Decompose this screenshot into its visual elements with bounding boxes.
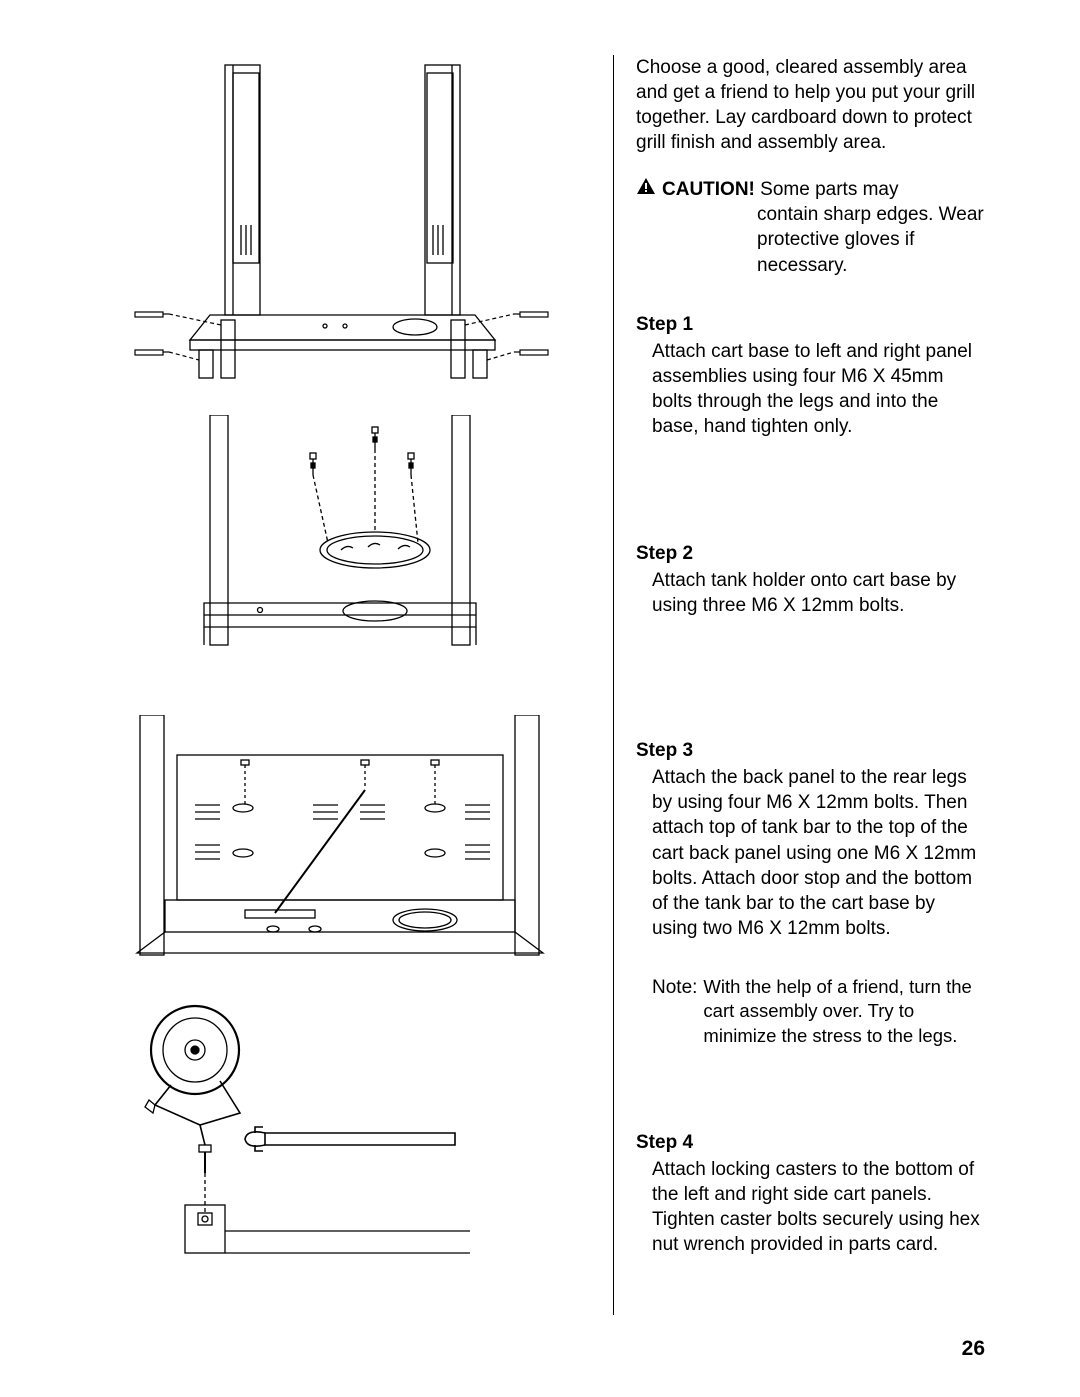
figure-step-2: [95, 415, 585, 685]
page-number: 26: [962, 1337, 985, 1361]
caution-first-line: Some parts may: [760, 179, 898, 200]
note-label: Note:: [652, 975, 697, 1048]
note-body: With the help of a friend, turn the cart…: [703, 975, 985, 1048]
diagram-tank-holder: [200, 415, 480, 685]
caution-label: CAUTION!: [662, 179, 755, 200]
warning-icon: [636, 177, 656, 195]
diagram-cart-base: [125, 55, 555, 385]
figures-column: [95, 55, 585, 1357]
step-4-heading: Step 4: [636, 1130, 985, 1155]
column-divider: [613, 55, 614, 1315]
step-3-heading: Step 3: [636, 738, 985, 763]
step-2-heading: Step 2: [636, 541, 985, 566]
note-block: Note: With the help of a friend, turn th…: [652, 975, 985, 1048]
page: Choose a good, cleared assembly area and…: [0, 0, 1080, 1397]
step-4-body: Attach locking casters to the bottom of …: [652, 1157, 985, 1257]
instructions-column: Choose a good, cleared assembly area and…: [636, 55, 985, 1357]
caution-body: contain sharp edges. Wear protective glo…: [662, 202, 985, 277]
step-2: Step 2 Attach tank holder onto cart base…: [636, 541, 985, 618]
diagram-caster-wrench: [105, 995, 475, 1255]
figure-step-3: [95, 715, 585, 965]
step-3: Step 3 Attach the back panel to the rear…: [636, 738, 985, 941]
diagram-back-panel: [125, 715, 555, 965]
step-1-heading: Step 1: [636, 312, 985, 337]
step-4: Step 4 Attach locking casters to the bot…: [636, 1130, 985, 1257]
intro-paragraph: Choose a good, cleared assembly area and…: [636, 55, 985, 155]
step-1: Step 1 Attach cart base to left and righ…: [636, 312, 985, 439]
step-2-body: Attach tank holder onto cart base by usi…: [652, 568, 985, 618]
step-3-body: Attach the back panel to the rear legs b…: [652, 765, 985, 941]
figure-step-1: [95, 55, 585, 385]
figure-step-4: [95, 995, 595, 1255]
caution-block: CAUTION! Some parts may contain sharp ed…: [636, 177, 985, 277]
step-1-body: Attach cart base to left and right panel…: [652, 339, 985, 439]
